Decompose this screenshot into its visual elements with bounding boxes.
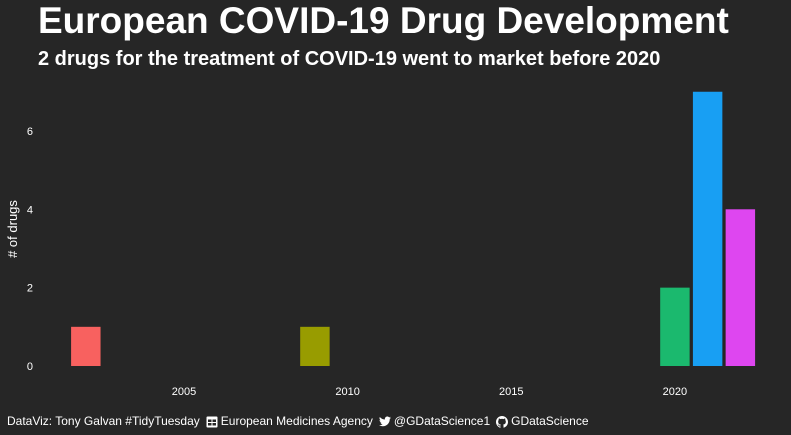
y-tick-label: 2 (27, 283, 33, 295)
caption: DataViz: Tony Galvan #TidyTuesday Europe… (7, 413, 589, 429)
y-axis-label: # of drugs (5, 200, 20, 258)
bar-2009 (300, 326, 330, 366)
x-axis-ticks: 2005 2010 2015 2020 (172, 386, 687, 398)
table-icon (206, 413, 221, 429)
x-tick-label: 2005 (172, 386, 196, 398)
y-axis-ticks: 0 2 4 6 (27, 126, 33, 373)
y-tick-label: 0 (27, 361, 33, 373)
caption-twitter: @GDataScience1 (393, 414, 491, 428)
caption-github: GDataScience (511, 414, 589, 428)
chart-title: European COVID-19 Drug Development (38, 0, 729, 41)
twitter-icon (378, 413, 394, 429)
bar-2002 (71, 326, 101, 366)
bar-2022 (725, 209, 756, 366)
x-tick-label: 2015 (499, 386, 523, 398)
x-tick-label: 2020 (663, 386, 687, 398)
y-tick-label: 4 (27, 204, 33, 216)
chart-subtitle: 2 drugs for the treatment of COVID-19 we… (38, 48, 661, 70)
github-icon (496, 413, 511, 429)
y-tick-label: 6 (27, 126, 33, 138)
caption-source: European Medicines Agency (220, 414, 373, 428)
bars-layer (71, 91, 756, 366)
caption-credit: DataViz: Tony Galvan #TidyTuesday (7, 414, 200, 428)
bar-2020 (660, 287, 690, 366)
bar-2021 (692, 91, 723, 366)
x-tick-label: 2010 (335, 386, 359, 398)
